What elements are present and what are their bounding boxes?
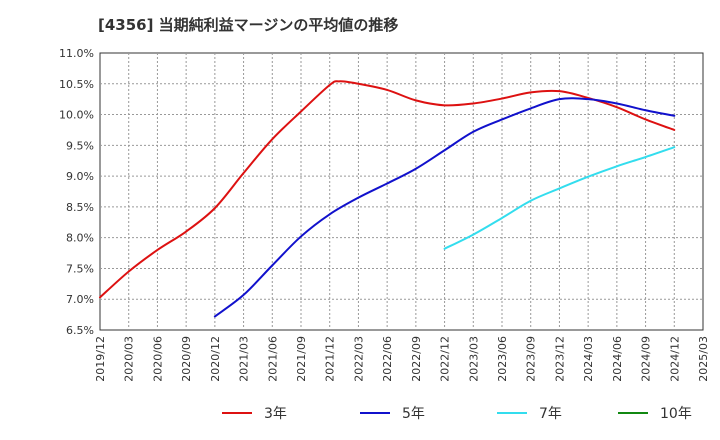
x-tick-label: 2023/03 <box>467 336 480 382</box>
x-tick-label: 2022/03 <box>352 336 365 382</box>
legend-label: 3年 <box>264 406 287 422</box>
chart-title: [4356] 当期純利益マージンの平均値の推移 <box>98 16 399 34</box>
y-tick-label: 10.0% <box>59 109 94 122</box>
x-tick-label: 2019/12 <box>94 336 107 382</box>
y-tick-label: 10.5% <box>59 78 94 91</box>
x-tick-label: 2022/09 <box>410 336 423 382</box>
series-line-1 <box>99 80 676 299</box>
legend-label: 7年 <box>539 406 562 422</box>
legend: 3年 5年 7年 10年 <box>222 406 692 422</box>
legend-label: 10年 <box>660 406 692 422</box>
series-line-2 <box>213 97 676 318</box>
x-tick-label: 2020/09 <box>180 336 193 382</box>
x-tick-label: 2021/06 <box>266 336 279 382</box>
y-tick-label: 9.5% <box>66 139 94 152</box>
x-tick-label: 2024/06 <box>611 336 624 382</box>
x-tick-label: 2021/03 <box>238 336 251 382</box>
x-tick-label: 2023/06 <box>496 336 509 382</box>
x-tick-label: 2020/12 <box>209 336 222 382</box>
x-tick-label: 2021/09 <box>295 336 308 382</box>
x-tick-label: 2023/12 <box>553 336 566 382</box>
x-axis: 2019/12 2020/03 2020/06 2020/09 2020/12 2021/… <box>94 336 710 382</box>
x-tick-label: 2024/12 <box>668 336 681 382</box>
series-line-3 <box>443 146 676 250</box>
y-axis: 11.0% 10.5% 10.0% 9.5% 9.0% 8.5% 8.0% 7.5% 7.0% 6… <box>59 47 94 337</box>
x-tick-label: 2021/12 <box>324 336 337 382</box>
y-tick-label: 9.0% <box>66 170 94 183</box>
x-tick-label: 2025/03 <box>697 336 710 382</box>
series-layer <box>99 80 676 318</box>
x-tick-label: 2022/12 <box>439 336 452 382</box>
plot-area <box>99 52 704 331</box>
x-tick-label: 2020/03 <box>123 336 136 382</box>
x-tick-label: 2022/06 <box>381 336 394 382</box>
y-tick-label: 6.5% <box>66 324 94 337</box>
x-tick-label: 2024/09 <box>640 336 653 382</box>
y-tick-label: 7.5% <box>66 262 94 275</box>
y-tick-label: 11.0% <box>59 47 94 60</box>
y-tick-label: 8.0% <box>66 232 94 245</box>
x-tick-label: 2024/03 <box>582 336 595 382</box>
y-tick-label: 8.5% <box>66 201 94 214</box>
x-tick-label: 2023/09 <box>525 336 538 382</box>
x-tick-label: 2020/06 <box>151 336 164 382</box>
y-tick-label: 7.0% <box>66 293 94 306</box>
legend-label: 5年 <box>402 406 425 422</box>
